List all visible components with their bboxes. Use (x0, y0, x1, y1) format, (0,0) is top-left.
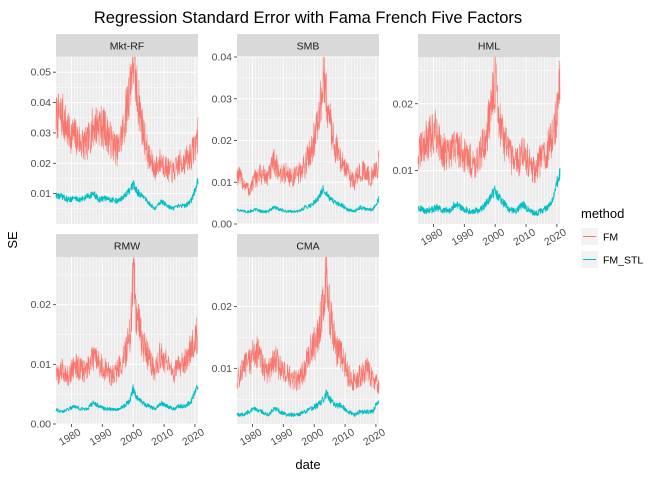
x-axis-title: date (295, 457, 320, 472)
facet-rmw: RMW 0.00 0.01 0.02 1980 1990 2000 2010 2020 (31, 234, 207, 448)
series-line-fm (236, 256, 380, 395)
y-tick-label: 0.01 (31, 359, 52, 371)
legend-title: method (581, 206, 624, 221)
facet-strip-label: RMW (114, 241, 140, 253)
y-tick-label: 0.00 (212, 219, 233, 231)
series-line-fm-stl (55, 384, 199, 414)
facet-strip-smb (237, 34, 379, 57)
facet-strip-label: SMB (297, 41, 320, 53)
x-tick-label: 2010 (149, 426, 175, 448)
facet-strip-label: Mkt-RF (110, 41, 144, 53)
y-tick-label: 0.01 (31, 188, 52, 200)
x-tick-label: 2020 (361, 426, 387, 448)
x-tick-label: 2000 (300, 426, 326, 448)
y-tick-label: 0.01 (393, 165, 414, 177)
facet-hml: HML 0.01 0.02 1980 1990 2000 2010 2020 (393, 34, 569, 248)
y-tick-label: 0.05 (31, 67, 52, 79)
series-line-fm-stl (236, 389, 380, 417)
chart-title: Regression Standard Error with Fama Fren… (94, 9, 522, 27)
series-line-fm (417, 56, 561, 184)
y-tick-label: 0.01 (212, 363, 233, 375)
x-tick-label: 1990 (88, 426, 114, 448)
series-line-fm-stl (417, 168, 561, 217)
x-tick-label: 1980 (238, 426, 264, 448)
y-tick-label: 0.04 (31, 97, 52, 109)
y-tick-label: 0.03 (212, 93, 233, 105)
legend: method FM FM_STL (581, 206, 643, 268)
series-line-fm-stl (55, 177, 199, 211)
legend-item-fm: FM (581, 228, 618, 245)
facet-strip-cma (237, 234, 379, 257)
x-tick-label: 2010 (330, 426, 356, 448)
gridlines (236, 56, 380, 225)
y-tick-label: 0.01 (212, 177, 233, 189)
facet-cma: CMA 0.01 0.02 1980 1990 2000 2010 2020 (212, 234, 388, 448)
facet-strip-rmw (56, 234, 198, 257)
x-tick-label: 2010 (511, 226, 537, 248)
facet-smb: SMB 0.00 0.01 0.02 0.03 0.04 (212, 34, 380, 231)
y-tick-label: 0.02 (212, 301, 233, 313)
x-tick-label: 2000 (481, 226, 507, 248)
x-tick-label: 1990 (450, 226, 476, 248)
series-line-fm (55, 256, 199, 387)
legend-label: FM (603, 232, 618, 244)
facet-strip-hml (418, 34, 560, 57)
facet-strip-label: CMA (296, 241, 319, 253)
y-tick-label: 0.04 (212, 52, 233, 64)
y-tick-label: 0.02 (393, 98, 414, 110)
y-tick-label: 0.02 (31, 299, 52, 311)
x-tick-label: 2020 (180, 426, 206, 448)
facet-strip-mkt-rf (56, 34, 198, 57)
y-tick-label: 0.02 (212, 135, 233, 147)
series-line-fm-stl (236, 185, 380, 214)
x-tick-label: 2020 (542, 226, 568, 248)
legend-label: FM_STL (603, 255, 643, 267)
facet-mkt-rf: Mkt-RF 0.01 0.02 0.03 0.04 0.05 (31, 34, 199, 224)
series-line-fm (55, 56, 199, 183)
x-tick-label: 2000 (119, 426, 145, 448)
y-axis-title: SE (5, 231, 20, 249)
legend-item-fm-stl: FM_STL (581, 251, 643, 268)
y-tick-label: 0.02 (31, 158, 52, 170)
y-tick-label: 0.03 (31, 127, 52, 139)
facet-strip-label: HML (478, 41, 500, 53)
x-tick-label: 1980 (57, 426, 83, 448)
facet-panels: Mkt-RF 0.01 0.02 0.03 0.04 0.05 SMB 0.00 0.01 0.0… (31, 34, 569, 448)
x-tick-label: 1980 (419, 226, 445, 248)
x-tick-label: 1990 (269, 426, 295, 448)
series-line-fm (236, 56, 380, 197)
y-tick-label: 0.00 (31, 419, 52, 431)
gridlines (55, 257, 199, 425)
